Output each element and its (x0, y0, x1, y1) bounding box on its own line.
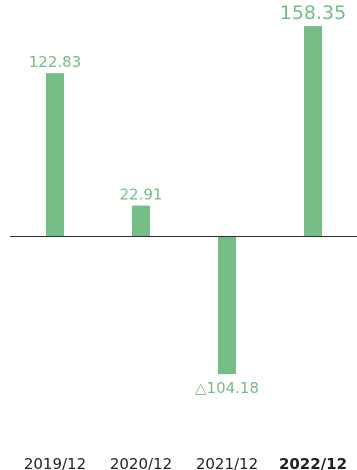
x-axis-tick-group: 2019/12 2020/12 2021/12 2022/12 (24, 455, 347, 470)
bar-2021-12 (218, 236, 236, 375)
x-tick-2022-12: 2022/12 (279, 455, 347, 470)
value-label-2020-12: 22.91 (120, 186, 163, 204)
bar-2019-12 (46, 73, 64, 236)
x-tick-2020-12: 2020/12 (110, 455, 172, 470)
value-label-2022-12: 158.35 (280, 2, 346, 24)
bar-group (46, 26, 322, 375)
value-label-group: 122.83 22.91 △104.18 158.35 (29, 2, 346, 397)
x-tick-2021-12: 2021/12 (196, 455, 258, 470)
value-label-2021-12: △104.18 (195, 379, 259, 397)
value-label-2019-12: 122.83 (29, 53, 82, 71)
x-tick-2019-12: 2019/12 (24, 455, 86, 470)
bar-2020-12 (132, 205, 150, 236)
bar-2022-12 (304, 26, 322, 236)
